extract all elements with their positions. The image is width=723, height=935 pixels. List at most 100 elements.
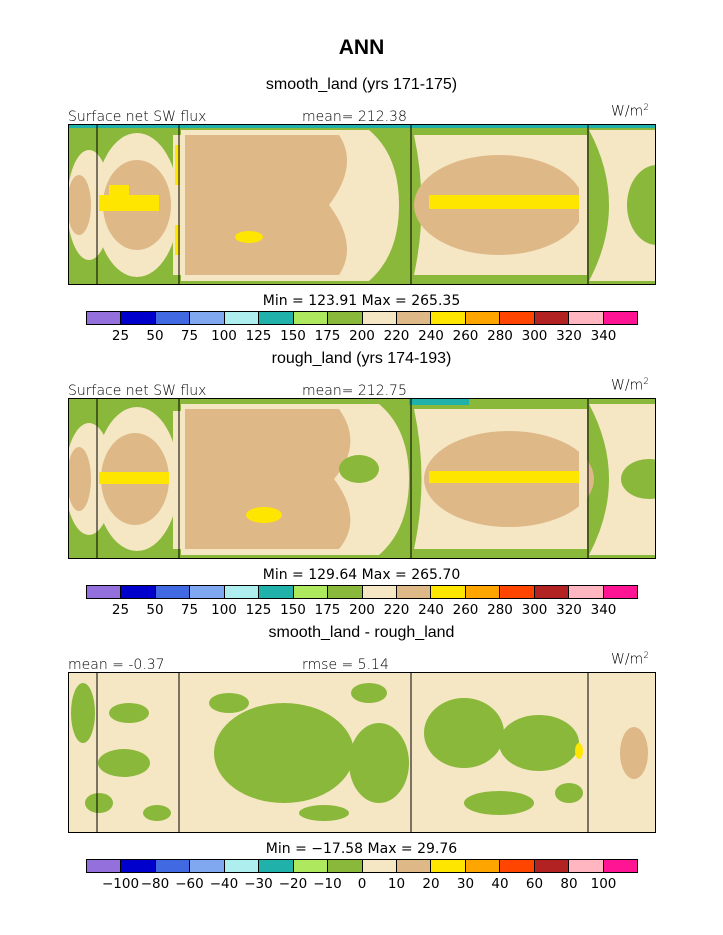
colorbar-swatch	[87, 586, 122, 598]
colorbar-tick-label: 60	[525, 876, 544, 892]
colorbar-tick-label: 30	[456, 876, 475, 892]
colorbar-tick-label: 220	[383, 602, 410, 618]
colorbar-swatch	[155, 860, 191, 872]
colorbar-tick-label: 40	[491, 876, 509, 892]
colorbar-1	[86, 311, 638, 325]
colorbar-tick-label: 280	[487, 328, 513, 344]
colorbar-tick-label: −100	[101, 876, 140, 892]
colorbar-swatch	[569, 586, 604, 598]
colorbar-swatch	[500, 586, 535, 598]
colorbar-tick-label: 20	[422, 876, 440, 892]
colorbar-swatch	[569, 312, 604, 324]
colorbar-swatch	[603, 586, 637, 598]
colorbar-swatch	[534, 860, 570, 872]
colorbar-swatch	[190, 586, 225, 598]
colorbar-tick-label: 260	[452, 602, 479, 618]
colorbar-3	[86, 859, 638, 873]
colorbar-tick-label: −10	[313, 876, 342, 892]
colorbar-swatch	[534, 586, 570, 598]
mean-label-2: mean= 212.75	[302, 383, 407, 399]
units-label-2: W/m2	[611, 377, 649, 394]
colorbar-swatch	[121, 860, 156, 872]
colorbar-tick-label: 10	[387, 876, 406, 892]
colorbar-swatch	[293, 312, 329, 324]
colorbar-swatch	[465, 860, 501, 872]
colorbar-swatch	[362, 312, 397, 324]
colorbar-swatch	[603, 860, 637, 872]
colorbar-swatch	[362, 860, 397, 872]
colorbar-tick-label: 50	[146, 328, 164, 344]
colorbar-swatch	[190, 312, 225, 324]
colorbar-swatch	[328, 860, 363, 872]
colorbar-tick-label: 175	[314, 602, 341, 618]
colorbar-swatch	[328, 312, 363, 324]
colorbar-tick-label: 75	[180, 602, 199, 618]
colorbar-tick-label: 150	[280, 328, 306, 344]
colorbar-swatch	[224, 860, 260, 872]
colorbar-tick-label: 240	[418, 602, 444, 618]
colorbar-tick-label: −30	[244, 876, 273, 892]
colorbar-swatch	[431, 586, 466, 598]
rmse-label-3: rmse = 5.14	[302, 657, 389, 673]
colorbar-swatch	[431, 860, 466, 872]
colorbar-tick-label: −20	[278, 876, 308, 892]
colorbar-swatch	[569, 860, 604, 872]
colorbar-tick-label: 340	[590, 602, 617, 618]
colorbar-tick-label: 125	[245, 602, 272, 618]
case-title-3: smooth_land - rough_land	[268, 624, 455, 641]
colorbar-ticks-3: −100 −80 −60 −40 −30 −20 −10 0 10 20 30 40 60 80 100	[86, 876, 638, 892]
colorbar-tick-label: 100	[211, 328, 237, 344]
colorbar-swatch	[293, 586, 329, 598]
colorbar-tick-label: 200	[349, 328, 375, 344]
contour-map-1	[68, 124, 656, 285]
colorbar-swatch	[293, 860, 329, 872]
case-title-2: rough_land (yrs 174-193)	[271, 350, 452, 367]
colorbar-swatch	[259, 312, 294, 324]
colorbar-tick-label: 100	[211, 602, 237, 618]
colorbar-tick-label: 125	[245, 328, 272, 344]
colorbar-tick-label: 260	[452, 328, 479, 344]
variable-label-1: Surface net SW flux	[68, 109, 207, 125]
colorbar-ticks-1: 25 50 75 100 125 150 175 200 220 240 260 280 300 320 3…	[86, 328, 638, 344]
colorbar-tick-label: 100	[590, 876, 617, 892]
colorbar-swatch	[465, 312, 501, 324]
colorbar-tick-label: 240	[418, 328, 444, 344]
colorbar-tick-label: 220	[383, 328, 410, 344]
units-label-3: W/m2	[611, 651, 649, 668]
colorbar-swatch	[396, 586, 432, 598]
colorbar-ticks-2: 25 50 75 100 125 150 175 200 220 240 260 280 300 320 3…	[86, 602, 638, 618]
main-title: ANN	[338, 36, 385, 59]
colorbar-swatch	[396, 860, 432, 872]
colorbar-tick-label: 300	[521, 328, 548, 344]
variable-label-2: Surface net SW flux	[68, 383, 207, 399]
colorbar-swatch	[534, 312, 570, 324]
colorbar-tick-label: 25	[111, 328, 130, 344]
colorbar-swatch	[155, 586, 191, 598]
colorbar-tick-label: −40	[209, 876, 239, 892]
colorbar-tick-label: 0	[357, 876, 367, 892]
colorbar-tick-label: 175	[314, 328, 341, 344]
colorbar-swatch	[190, 860, 225, 872]
colorbar-minmax-1: Min = 123.91 Max = 265.35	[262, 293, 461, 309]
colorbar-swatch	[224, 312, 260, 324]
colorbar-swatch	[259, 860, 294, 872]
colorbar-tick-label: 320	[556, 602, 582, 618]
colorbar-tick-label: −60	[175, 876, 204, 892]
colorbar-swatch	[224, 586, 260, 598]
contour-map-3	[68, 672, 656, 833]
colorbar-swatch	[500, 860, 535, 872]
colorbar-swatch	[396, 312, 432, 324]
colorbar-tick-label: 25	[111, 602, 130, 618]
colorbar-swatch	[87, 860, 122, 872]
colorbar-swatch	[87, 312, 122, 324]
colorbar-tick-label: 75	[180, 328, 199, 344]
mean-label-1: mean= 212.38	[302, 109, 407, 125]
contour-map-2	[68, 398, 656, 559]
colorbar-tick-label: 280	[487, 602, 513, 618]
colorbar-tick-label: 300	[521, 602, 548, 618]
colorbar-swatch	[465, 586, 501, 598]
colorbar-swatch	[328, 586, 363, 598]
colorbar-swatch	[362, 586, 397, 598]
colorbar-swatch	[155, 312, 191, 324]
mean-label-3: mean = -0.37	[68, 657, 165, 673]
